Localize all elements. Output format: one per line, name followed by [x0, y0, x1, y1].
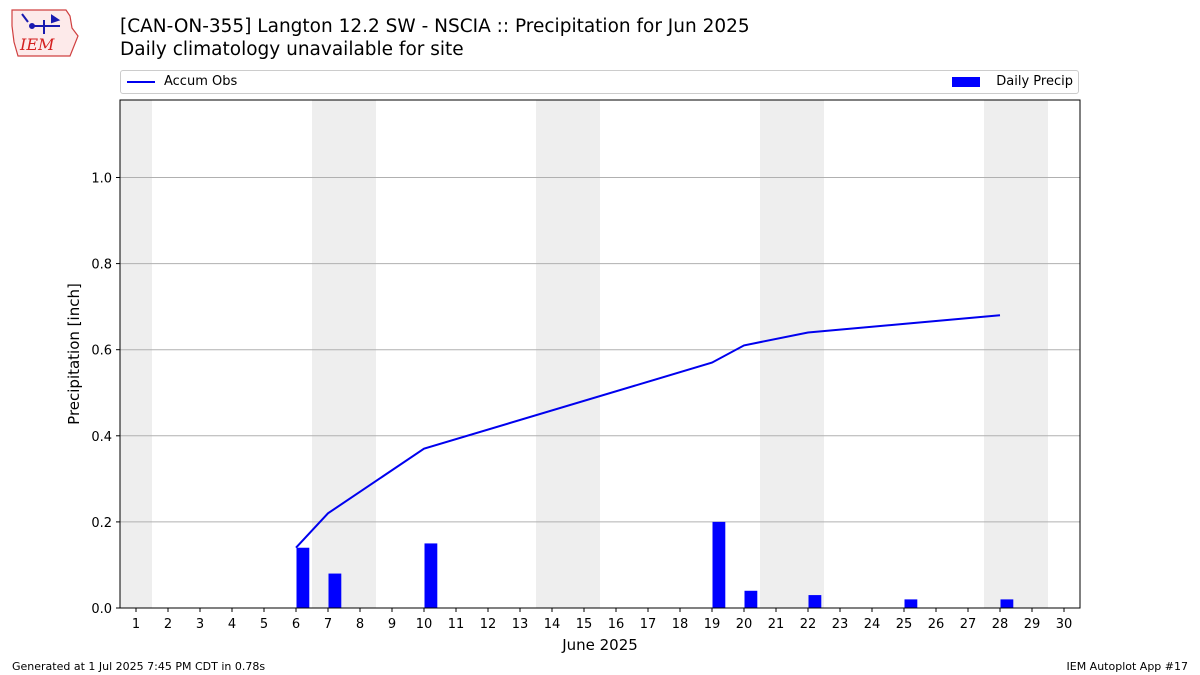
weekend-shade-day-21	[760, 100, 792, 608]
x-tick-label: 30	[1056, 617, 1073, 632]
footer-generated-text: Generated at 1 Jul 2025 7:45 PM CDT in 0…	[12, 660, 266, 673]
bar-day-28	[1000, 599, 1014, 608]
y-tick-label: 0.8	[91, 258, 112, 273]
bar-day-25	[904, 599, 918, 608]
x-tick-label: 1	[132, 617, 140, 632]
footer-app-text: IEM Autoplot App #17	[1066, 660, 1189, 673]
x-tick-label: 29	[1024, 617, 1041, 632]
weekend-shade-day-1	[120, 100, 152, 608]
weekend-shade-day-28	[984, 100, 1016, 608]
legend-daily-label: Daily Precip	[996, 74, 1073, 89]
x-tick-label: 7	[324, 617, 332, 632]
x-tick-label: 2	[164, 617, 172, 632]
weekend-shade-day-15	[568, 100, 600, 608]
x-tick-label: 23	[832, 617, 849, 632]
x-tick-label: 25	[896, 617, 913, 632]
chart-subtitle: Daily climatology unavailable for site	[120, 39, 464, 60]
x-tick-label: 18	[672, 617, 689, 632]
bar-day-7	[328, 573, 342, 608]
bar-day-10	[424, 543, 438, 608]
x-tick-label: 20	[736, 617, 753, 632]
y-tick-label: 0.2	[91, 516, 112, 531]
legend-accum-label: Accum Obs	[164, 74, 238, 89]
x-axis-label: June 2025	[561, 636, 638, 654]
x-tick-label: 28	[992, 617, 1009, 632]
x-tick-label: 15	[576, 617, 593, 632]
x-tick-label: 6	[292, 617, 300, 632]
y-axis-label: Precipitation [inch]	[65, 283, 83, 425]
weekend-shade-day-22	[792, 100, 824, 608]
x-tick-label: 13	[512, 617, 529, 632]
bar-day-6	[296, 547, 310, 608]
x-tick-label: 17	[640, 617, 657, 632]
x-tick-label: 4	[228, 617, 236, 632]
x-tick-label: 10	[416, 617, 433, 632]
accum-obs-line	[295, 314, 1001, 549]
x-tick-label: 24	[864, 617, 881, 632]
grid-lines	[120, 176, 1080, 523]
x-tick-label: 12	[480, 617, 497, 632]
bars	[296, 521, 1014, 608]
weekend-shade-day-29	[1016, 100, 1048, 608]
logo-text: IEM	[19, 35, 55, 54]
iem-logo: IEM	[11, 9, 79, 57]
weather-station-icon	[21, 13, 61, 34]
x-tick-label: 3	[196, 617, 204, 632]
bar-day-19	[712, 521, 726, 608]
x-tick-label: 5	[260, 617, 268, 632]
chart-title: [CAN-ON-355] Langton 12.2 SW - NSCIA :: …	[120, 16, 750, 37]
weekend-shade-day-8	[344, 100, 376, 608]
x-tick-label: 27	[960, 617, 977, 632]
x-tick-label: 21	[768, 617, 785, 632]
bar-day-20	[744, 590, 758, 608]
accum-line-group	[295, 314, 1001, 549]
x-tick-label: 26	[928, 617, 945, 632]
weekend-shade-day-7	[312, 100, 344, 608]
weekend-shading	[120, 100, 1048, 608]
y-tick-label: 0.0	[91, 602, 112, 617]
x-tick-label: 8	[356, 617, 364, 632]
x-tick-label: 22	[800, 617, 817, 632]
x-tick-label: 9	[388, 617, 396, 632]
legend-daily-swatch	[952, 77, 980, 87]
bar-day-22	[808, 595, 822, 608]
axes-frame	[119, 99, 1081, 609]
x-tick-label: 19	[704, 617, 721, 632]
x-tick-label: 14	[544, 617, 561, 632]
x-tick-label: 16	[608, 617, 625, 632]
y-tick-label: 0.4	[91, 430, 112, 445]
chart-legend: Accum Obs Daily Precip	[120, 70, 1079, 94]
y-tick-label: 1.0	[91, 171, 112, 186]
weekend-shade-day-14	[536, 100, 568, 608]
y-tick-label: 0.6	[91, 344, 112, 359]
ticks: 0.00.20.40.60.81.01 2 3 4 5 6 7 8 9 10 11 12 13 14 15 1…	[91, 171, 1072, 632]
legend-accum-swatch	[127, 81, 155, 83]
x-tick-label: 11	[448, 617, 465, 632]
